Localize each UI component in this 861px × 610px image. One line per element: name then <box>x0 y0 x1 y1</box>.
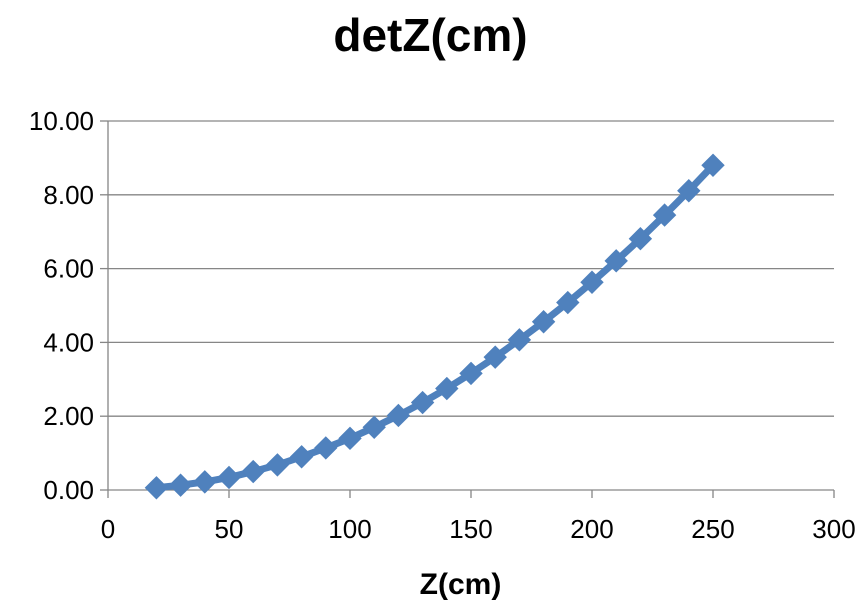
data-point-marker <box>265 453 290 477</box>
data-point-marker <box>435 376 459 401</box>
data-point-marker <box>168 473 193 497</box>
data-point-marker <box>604 249 628 273</box>
data-point-marker <box>580 270 604 294</box>
data-point-marker <box>459 361 483 386</box>
data-point-marker <box>556 290 580 315</box>
data-point-marker <box>677 179 701 203</box>
y-tick-label: 8.00 <box>43 180 94 210</box>
x-axis-label: Z(cm) <box>419 568 502 601</box>
data-point-marker <box>314 436 338 460</box>
data-point-marker <box>701 153 725 177</box>
data-point-marker <box>338 426 362 451</box>
x-tick-label: 250 <box>691 514 734 544</box>
x-tick-label: 100 <box>328 514 371 544</box>
y-tick-label: 4.00 <box>43 327 94 357</box>
data-point-marker <box>483 345 507 369</box>
data-point-marker <box>410 390 435 415</box>
chart-title: detZ(cm) <box>333 9 528 61</box>
data-point-marker <box>289 445 314 469</box>
x-tick-label: 0 <box>101 514 115 544</box>
data-series <box>144 153 725 500</box>
y-tick-label: 0.00 <box>43 475 94 505</box>
x-tick-label: 50 <box>215 514 244 544</box>
series-line <box>156 162 716 492</box>
y-tick-label: 10.00 <box>29 106 94 136</box>
gridlines <box>108 120 834 417</box>
data-point-marker <box>652 203 677 227</box>
y-tick-label: 2.00 <box>43 401 94 431</box>
data-point-marker <box>241 459 265 484</box>
y-tick-label: 6.00 <box>43 254 94 284</box>
data-point-marker <box>531 310 556 334</box>
data-point-marker <box>193 470 217 494</box>
data-point-marker <box>386 403 411 428</box>
x-tick-label: 200 <box>570 514 613 544</box>
x-tick-label: 300 <box>812 514 855 544</box>
data-point-marker <box>507 328 532 352</box>
data-point-marker <box>144 476 169 500</box>
tick-labels: 0.00 2.00 4.00 6.00 8.00 10.00 0 50 100 150 200 250… <box>29 106 856 544</box>
data-point-marker <box>628 227 653 251</box>
axes <box>100 120 835 498</box>
data-point-marker <box>217 465 241 490</box>
data-point-marker <box>362 415 386 439</box>
x-tick-label: 150 <box>449 514 492 544</box>
